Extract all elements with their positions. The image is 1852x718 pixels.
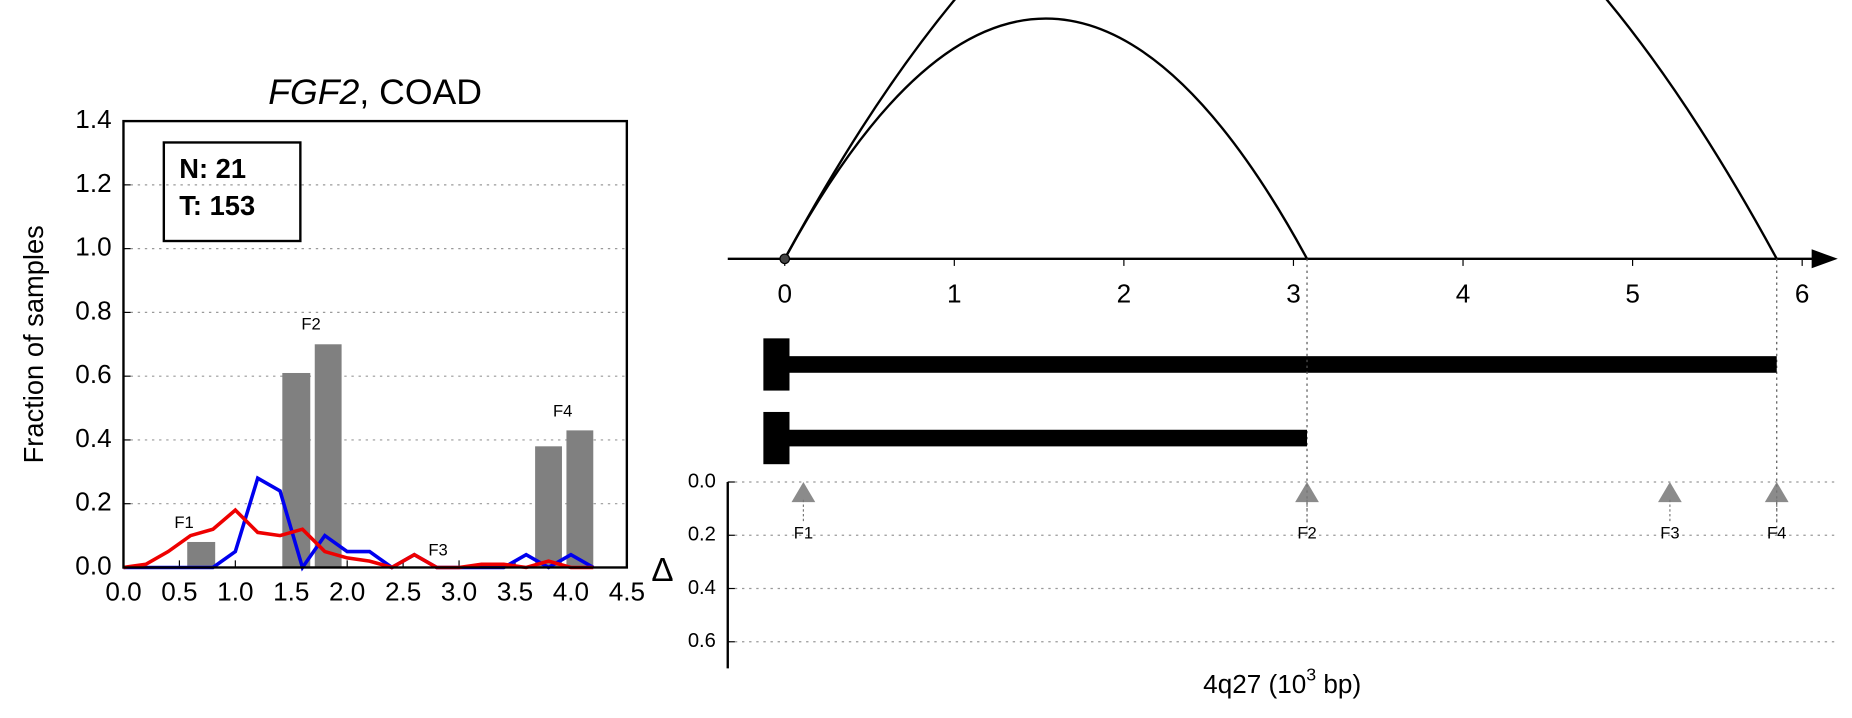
segment-cap [763, 338, 790, 391]
origin-dot [779, 253, 791, 265]
plot-frame [122, 119, 629, 569]
feature-marker [791, 481, 816, 503]
delta-axis-label: Δ [651, 552, 673, 589]
arc [783, 0, 1778, 260]
y-tick-label: 0.2 [688, 524, 716, 546]
feature-marker [1658, 481, 1682, 503]
x-tick-label: 6 [1795, 279, 1810, 309]
feature-label: F3 [1660, 524, 1679, 543]
annotation-box [162, 141, 302, 243]
x-tick-label: 0.0 [105, 576, 141, 606]
y-tick-label: 0.0 [75, 550, 111, 580]
y-tick-label: 0.0 [688, 470, 716, 492]
y-tick-label: 0.6 [75, 359, 111, 389]
y-tick-label: 1.4 [75, 104, 111, 134]
x-tick-label: 5 [1625, 279, 1640, 309]
x-tick-label: 2.0 [329, 576, 365, 606]
x-tick-label: 0.5 [161, 576, 197, 606]
x-tick-label: 4 [1456, 279, 1471, 309]
y-tick-label: 0.2 [75, 487, 111, 517]
y-tick-label: 0.8 [75, 295, 111, 325]
x-tick-label: 4.0 [553, 576, 589, 606]
bar [535, 446, 562, 568]
figure-root: FGF2, COAD Fraction of samples N: 21 T: … [18, 0, 1838, 699]
segment-cap [763, 411, 790, 465]
feature-label: F4 [553, 401, 572, 420]
y-tick-label: 0.6 [688, 630, 716, 652]
arc [783, 17, 1309, 260]
segment [784, 356, 1777, 373]
y-tick-label: 0.4 [75, 423, 111, 453]
xlabel-exponent: 3 [1306, 664, 1316, 684]
y-tick-label: 1.2 [75, 168, 111, 198]
segment [784, 429, 1308, 447]
x-tick-label: 1 [947, 279, 962, 309]
bar [187, 541, 216, 568]
x-tick-label: 0 [777, 279, 792, 309]
x-tick-label: 4.5 [609, 576, 645, 606]
feature-label: F1 [174, 513, 193, 532]
x-tick-label: 3.5 [497, 576, 533, 606]
feature-label: F3 [428, 540, 447, 559]
x-axis-label: 4q27 (103 bp) [1203, 664, 1361, 699]
x-tick-label: 3.0 [441, 576, 477, 606]
bar [314, 344, 342, 568]
feature-label: F4 [1767, 524, 1786, 543]
feature-marker [1295, 481, 1319, 503]
x-tick-label: 3 [1286, 279, 1301, 309]
y-axis-label: Fraction of samples [18, 225, 49, 463]
xlabel-main: 4q27 (10 [1203, 669, 1306, 699]
bar [282, 372, 311, 568]
series-line [123, 507, 594, 570]
annotation-t: T: 153 [179, 190, 255, 221]
chart-title: FGF2, COAD [268, 72, 482, 112]
x-tick-label: 1.5 [273, 576, 309, 606]
annotation-n: N: 21 [179, 153, 246, 184]
y-tick-label: 1.0 [75, 232, 111, 262]
x-axis-arrow [1811, 249, 1838, 269]
title-cohort: , COAD [359, 72, 482, 112]
xlabel-unit: bp) [1316, 669, 1361, 699]
x-tick-label: 2 [1117, 279, 1132, 309]
feature-label: F1 [794, 524, 813, 543]
y-tick-label: 0.4 [688, 577, 716, 599]
x-tick-label: 2.5 [385, 576, 421, 606]
feature-label: F2 [301, 315, 320, 334]
feature-label: F2 [1297, 524, 1316, 543]
title-gene: FGF2 [268, 72, 359, 112]
x-tick-label: 1.0 [217, 576, 253, 606]
feature-marker [1764, 481, 1789, 503]
bar [566, 430, 594, 568]
